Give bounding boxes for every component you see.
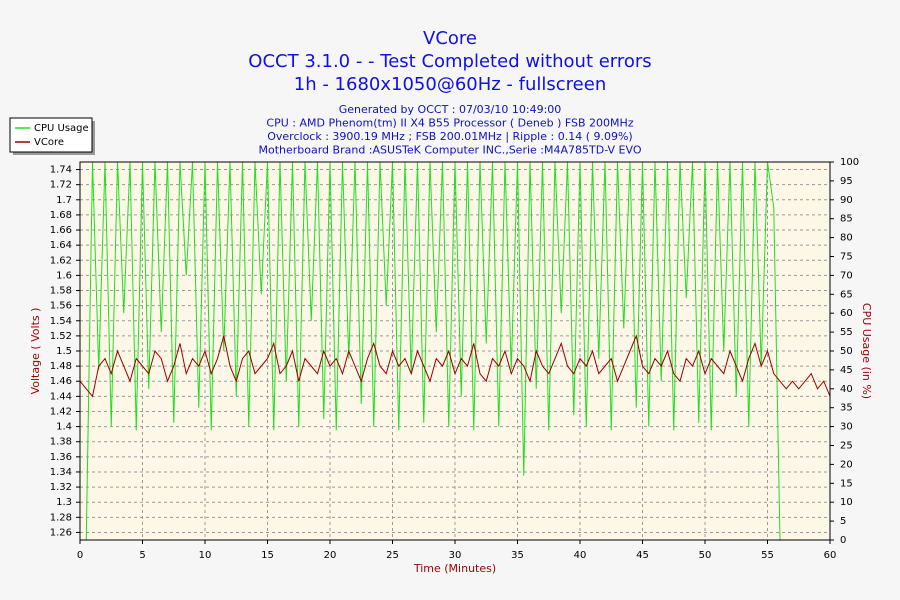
y2-tick-label: 15	[840, 478, 853, 489]
y-tick-label: 1.26	[50, 527, 72, 538]
y2-tick-label: 80	[840, 233, 853, 244]
y-tick-label: 1.62	[50, 255, 72, 266]
y-tick-label: 1.6	[56, 270, 72, 281]
chart-title: VCore	[423, 28, 477, 49]
y2-tick-label: 0	[840, 535, 846, 546]
x-tick-label: 25	[386, 550, 399, 561]
y2-tick-label: 100	[840, 157, 859, 168]
y-tick-label: 1.32	[50, 482, 72, 493]
y2-tick-label: 10	[840, 497, 853, 508]
chart-title: 1h - 1680x1050@60Hz - fullscreen	[294, 74, 606, 95]
chart-subtitle: Generated by OCCT : 07/03/10 10:49:00	[339, 103, 562, 116]
y2-tick-label: 35	[840, 403, 853, 414]
y-tick-label: 1.36	[50, 452, 72, 463]
y-tick-label: 1.34	[50, 467, 72, 478]
plot-border	[79, 161, 831, 541]
y-tick-label: 1.72	[50, 180, 72, 191]
y-tick-label: 1.68	[50, 210, 72, 221]
y-tick-label: 1.38	[50, 437, 72, 448]
y-tick-label: 1.66	[50, 225, 72, 236]
y-tick-label: 1.52	[50, 331, 72, 342]
y-tick-label: 1.48	[50, 361, 72, 372]
chart-title: OCCT 3.1.0 - - Test Completed without er…	[248, 51, 651, 72]
legend-label: VCore	[34, 137, 64, 148]
legend-label: CPU Usage	[34, 123, 89, 134]
x-tick-label: 30	[449, 550, 462, 561]
y-tick-label: 1.58	[50, 286, 72, 297]
y2-tick-label: 45	[840, 365, 853, 376]
y2-tick-label: 25	[840, 441, 853, 452]
y2-tick-label: 95	[840, 176, 853, 187]
series-line	[85, 161, 781, 541]
x-tick-label: 35	[511, 550, 524, 561]
y-tick-label: 1.3	[56, 497, 72, 508]
x-tick-label: 5	[139, 550, 145, 561]
y2-tick-label: 70	[840, 270, 853, 281]
x-tick-label: 55	[761, 550, 774, 561]
y2-tick-label: 5	[840, 516, 846, 527]
y2-tick-label: 40	[840, 384, 853, 395]
y2-tick-label: 85	[840, 214, 853, 225]
y-tick-label: 1.56	[50, 301, 72, 312]
x-tick-label: 40	[574, 550, 587, 561]
y-tick-label: 1.46	[50, 376, 72, 387]
y-tick-label: 1.64	[50, 240, 72, 251]
y-tick-label: 1.44	[50, 391, 72, 402]
y2-tick-label: 55	[840, 327, 853, 338]
y2-tick-label: 90	[840, 195, 853, 206]
x-tick-label: 15	[261, 550, 274, 561]
legend	[9, 117, 93, 153]
y2-tick-label: 65	[840, 289, 853, 300]
y-tick-label: 1.42	[50, 406, 72, 417]
x-tick-label: 50	[699, 550, 712, 561]
y-tick-label: 1.4	[56, 422, 72, 433]
series-line	[79, 334, 831, 398]
x-tick-label: 10	[199, 550, 212, 561]
chart-subtitle: Overclock : 3900.19 MHz ; FSB 200.01MHz …	[267, 130, 632, 143]
x-axis-label: Time (Minutes)	[413, 562, 496, 575]
y-tick-label: 1.54	[50, 316, 72, 327]
y-tick-label: 1.5	[56, 346, 72, 357]
y2-tick-label: 60	[840, 308, 853, 319]
chart-subtitle: CPU : AMD Phenom(tm) II X4 B55 Processor…	[266, 117, 633, 130]
x-tick-label: 45	[636, 550, 649, 561]
y2-tick-label: 30	[840, 422, 853, 433]
x-tick-label: 60	[824, 550, 837, 561]
y-axis-label: Voltage ( Volts )	[29, 308, 42, 395]
y-tick-label: 1.74	[50, 165, 72, 176]
y-tick-label: 1.7	[56, 195, 72, 206]
y2-tick-label: 50	[840, 346, 853, 357]
y-tick-label: 1.28	[50, 512, 72, 523]
chart-subtitle: Motherboard Brand :ASUSTeK Computer INC.…	[258, 144, 641, 157]
x-tick-label: 0	[77, 550, 83, 561]
y2-tick-label: 20	[840, 459, 853, 470]
y2-axis-label: CPU Usage (in %)	[860, 303, 873, 399]
x-tick-label: 20	[324, 550, 337, 561]
y2-tick-label: 75	[840, 252, 853, 263]
